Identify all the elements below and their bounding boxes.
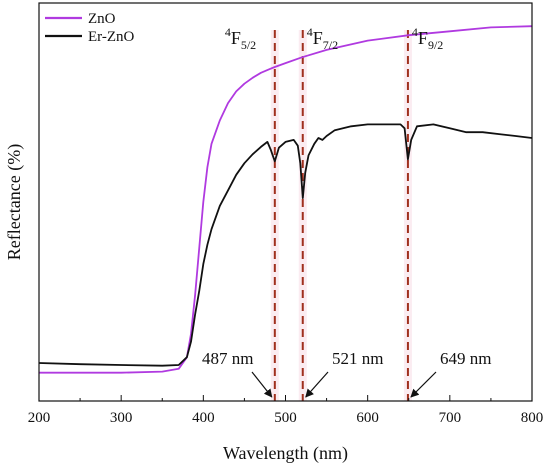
x-tick-label: 700: [439, 410, 462, 426]
wavelength-label-2: 521 nm: [332, 349, 383, 368]
x-tick-label: 800: [521, 410, 544, 426]
annotations: 4F5/2 4F7/2 4F9/2 487 nm 521 nm 649 nm: [202, 25, 491, 398]
x-tick-label: 500: [274, 410, 297, 426]
legend-label-er-zno: Er-ZnO: [88, 29, 135, 45]
legend: ZnO Er-ZnO: [45, 11, 135, 45]
term-label-2: 4F7/2: [307, 25, 338, 52]
x-tick-label: 200: [28, 410, 51, 426]
x-axis-title: Wavelength (nm): [223, 443, 348, 464]
transition-markers: [270, 30, 412, 401]
wavelength-arrow-2: [305, 371, 329, 398]
wavelength-arrow-1: [251, 371, 273, 398]
term-label-3: 4F9/2: [412, 25, 443, 52]
wavelength-label-1: 487 nm: [202, 349, 253, 368]
y-axis-title: Reflectance (%): [4, 144, 25, 260]
wavelength-label-3: 649 nm: [440, 349, 491, 368]
series-line-er-zno: [39, 123, 532, 367]
series-layer: [39, 25, 532, 374]
legend-label-zno: ZnO: [88, 11, 116, 27]
x-axis-ticks: 200 300 400 500 600 700 800: [28, 395, 544, 426]
x-tick-label: 600: [356, 410, 379, 426]
x-tick-label: 300: [110, 410, 133, 426]
wavelength-arrow-3: [410, 371, 437, 398]
x-tick-label: 400: [192, 410, 215, 426]
series-line-zno: [39, 25, 532, 374]
term-label-1: 4F5/2: [225, 25, 256, 52]
